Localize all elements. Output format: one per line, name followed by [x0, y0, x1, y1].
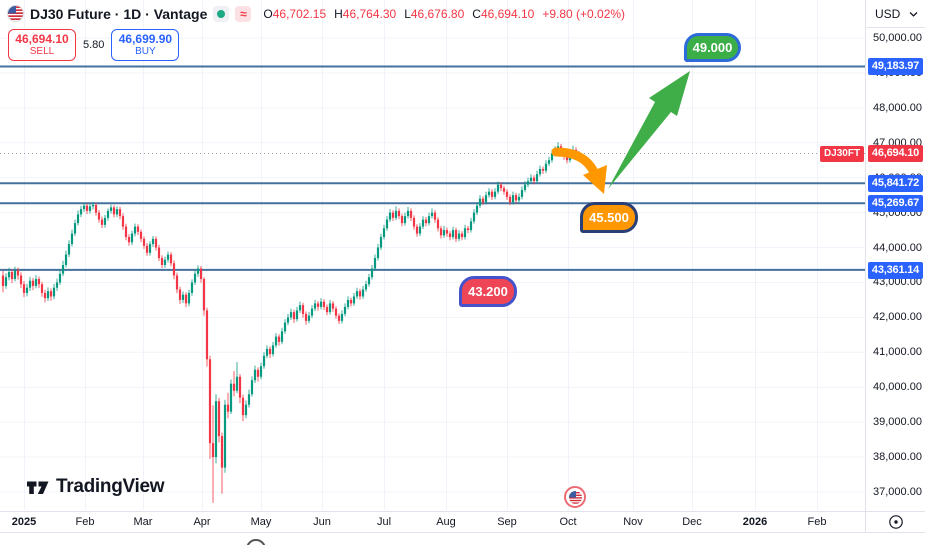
price-level-chip[interactable]: 43,361.14 — [868, 261, 923, 279]
pullback-arrow-shaft[interactable] — [551, 147, 599, 177]
sell-label: SELL — [29, 45, 55, 57]
candlestick-chart[interactable] — [0, 0, 865, 510]
currency-label: USD — [875, 6, 901, 21]
buy-price: 46,699.90 — [118, 31, 173, 46]
up-trend-arrow[interactable] — [608, 71, 690, 189]
price-level-chip[interactable]: 45,269.67 — [868, 195, 923, 213]
currency-selector[interactable]: USD — [866, 0, 925, 28]
price-tick-label: 39,000.00 — [873, 416, 922, 429]
green-dot-icon — [217, 9, 226, 18]
pullback-price-badge[interactable]: 45.500 — [580, 202, 638, 233]
price-tick-label: 37,000.00 — [873, 486, 922, 498]
time-axis[interactable]: 2025 Feb Mar Apr May Jun Jul Aug Sep Oct Nov Dec 202… — [0, 511, 865, 533]
time-tick-label[interactable]: Jul — [376, 516, 392, 528]
timeline-flag-marker-icon[interactable] — [564, 486, 586, 508]
tradingview-logo[interactable]: TradingView — [26, 476, 165, 498]
time-tick-label[interactable]: Jun — [313, 516, 331, 528]
pullback-arrow-head[interactable] — [583, 165, 607, 194]
symbol-tag: DJ30FT — [820, 146, 864, 162]
time-tick-label[interactable]: 2026 — [742, 516, 768, 528]
time-tick-label[interactable]: Feb — [75, 516, 95, 528]
open-value: O46,702.15 — [263, 6, 327, 21]
price-tick-label: 38,000.00 — [873, 451, 922, 464]
window-bottom-strip — [0, 532, 925, 545]
price-tick-label: 48,000.00 — [873, 101, 922, 114]
time-tick-label[interactable]: Feb — [807, 516, 827, 528]
target-price-badge[interactable]: 49.000 — [684, 33, 741, 62]
cutoff-bottom-icon — [245, 537, 267, 545]
us-flag-icon — [7, 5, 24, 22]
sell-button[interactable]: 46,694.10 SELL — [8, 29, 76, 61]
candlestick-series — [1, 142, 581, 503]
time-tick-label[interactable]: May — [250, 516, 272, 528]
time-tick-label[interactable]: 2025 — [11, 516, 37, 528]
tradingview-logo-icon — [26, 479, 49, 496]
price-tick-label: 50,000.00 — [873, 32, 922, 44]
chart-legend: DJ30 Future · 1D · Vantage ≈ O46,702.15 … — [7, 5, 625, 22]
time-tick-label[interactable]: Aug — [436, 516, 456, 528]
time-tick-label[interactable]: Oct — [559, 516, 577, 528]
price-tick-label: 43,000.00 — [873, 276, 922, 289]
last-price-chip: 46,694.10 — [868, 145, 923, 162]
market-open-status-icon[interactable] — [213, 5, 230, 22]
time-tick-label[interactable]: Dec — [682, 516, 702, 528]
axis-settings-corner[interactable] — [865, 511, 925, 532]
price-level-chip[interactable]: 45,841.72 — [868, 175, 923, 193]
derived-data-icon[interactable]: ≈ — [235, 5, 252, 22]
chevron-down-icon — [909, 11, 918, 17]
time-tick-label[interactable]: Mar — [133, 516, 153, 528]
chart-gridlines — [0, 0, 865, 510]
price-tick-label: 42,000.00 — [873, 311, 922, 324]
time-tick-label[interactable]: Sep — [497, 516, 517, 528]
trend-annotation-arrows[interactable] — [551, 71, 690, 194]
tradingview-logo-text: TradingView — [56, 476, 165, 497]
close-value: C46,694.10 — [472, 6, 535, 21]
high-value: H46,764.30 — [334, 6, 397, 21]
symbol-title[interactable]: DJ30 Future · 1D · Vantage — [30, 5, 208, 22]
price-tick-label: 40,000.00 — [873, 381, 922, 394]
price-level-chip[interactable]: 49,183.97 — [868, 58, 923, 76]
ohlc-readout: O46,702.15 H46,764.30 L46,676.80 C46,694… — [263, 7, 625, 21]
low-value: L46,676.80 — [404, 6, 465, 21]
spread-value: 5.80 — [83, 39, 105, 51]
buy-button[interactable]: 46,699.90 BUY — [111, 29, 180, 61]
price-axis[interactable]: USD 50,000.0049,000.0048,000.0047,000.00… — [865, 0, 925, 511]
time-tick-label[interactable]: Nov — [623, 516, 643, 528]
price-scale-settings-icon — [888, 514, 904, 530]
support-price-badge[interactable]: 43.200 — [459, 276, 517, 307]
sell-price: 46,694.10 — [15, 31, 69, 46]
trade-panel: 46,694.10 SELL 5.80 46,699.90 BUY — [8, 29, 180, 61]
change-value: +9.80 (+0.02%) — [542, 6, 626, 21]
time-tick-label[interactable]: Apr — [193, 516, 211, 528]
buy-label: BUY — [135, 45, 156, 57]
price-tick-label: 44,000.00 — [873, 241, 922, 254]
price-tick-label: 41,000.00 — [873, 346, 922, 359]
horizontal-level-lines[interactable] — [0, 65, 865, 271]
